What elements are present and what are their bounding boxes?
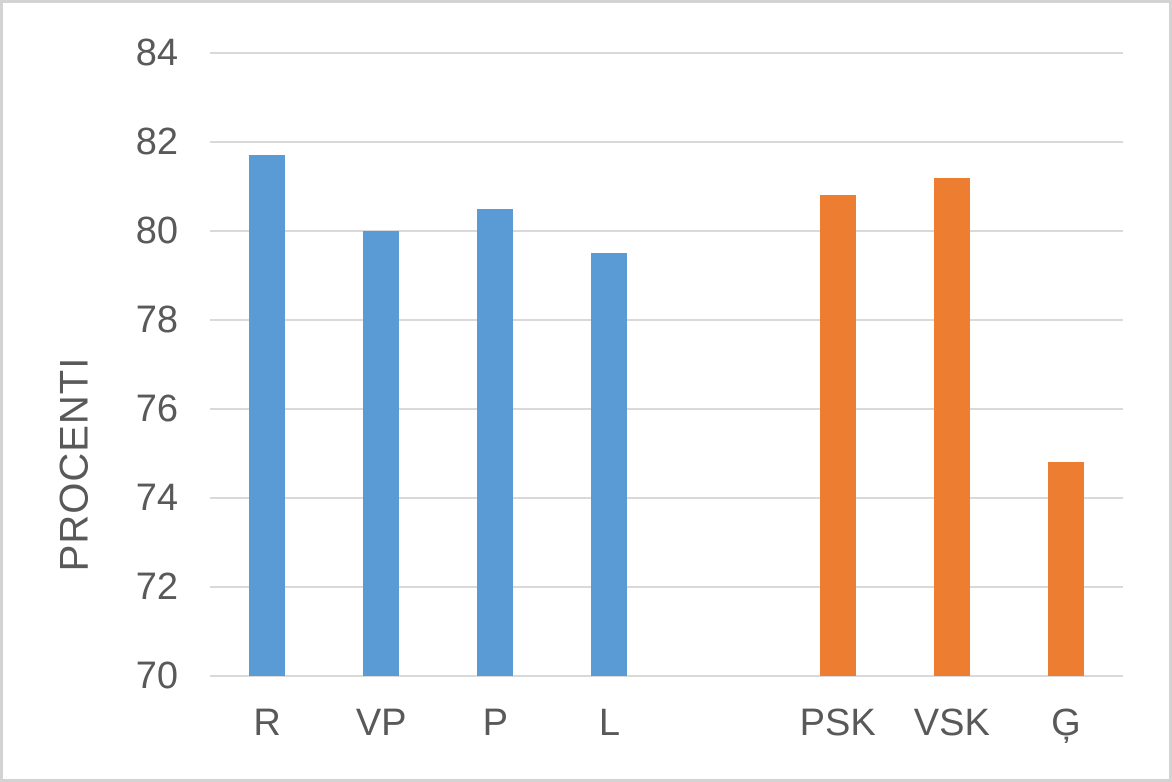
y-tick-label-84: 84 bbox=[135, 32, 178, 74]
gridline-y-70 bbox=[210, 675, 1123, 677]
gridline-y-76 bbox=[210, 408, 1123, 410]
bar-VP bbox=[363, 231, 400, 676]
gridline-y-72 bbox=[210, 586, 1123, 588]
bar-P bbox=[477, 208, 514, 676]
gridline-y-80 bbox=[210, 230, 1123, 232]
gridline-y-84 bbox=[210, 52, 1123, 54]
bar-R bbox=[249, 155, 286, 676]
bar-Ģ bbox=[1047, 462, 1084, 676]
y-tick-label-70: 70 bbox=[135, 655, 178, 697]
gridline-y-74 bbox=[210, 497, 1123, 499]
x-tick-label-P: P bbox=[482, 702, 508, 744]
plot-area bbox=[210, 52, 1123, 677]
y-tick-label-74: 74 bbox=[135, 477, 178, 519]
gridline-y-78 bbox=[210, 319, 1123, 321]
x-tick-label-R: R bbox=[253, 702, 281, 744]
x-tick-label-Ģ: Ģ bbox=[1051, 702, 1081, 744]
bar-VSK bbox=[933, 177, 970, 676]
y-tick-label-76: 76 bbox=[135, 388, 178, 430]
x-tick-label-VP: VP bbox=[355, 702, 407, 744]
y-tick-label-78: 78 bbox=[135, 299, 178, 341]
gridline-y-82 bbox=[210, 141, 1123, 143]
x-tick-label-VSK: VSK bbox=[913, 702, 990, 744]
y-tick-label-80: 80 bbox=[135, 210, 178, 252]
bar-PSK bbox=[819, 195, 856, 676]
y-tick-label-82: 82 bbox=[135, 121, 178, 163]
x-tick-label-PSK: PSK bbox=[799, 702, 876, 744]
x-tick-label-L: L bbox=[598, 702, 620, 744]
bar-L bbox=[591, 253, 628, 676]
y-tick-label-72: 72 bbox=[135, 566, 178, 608]
